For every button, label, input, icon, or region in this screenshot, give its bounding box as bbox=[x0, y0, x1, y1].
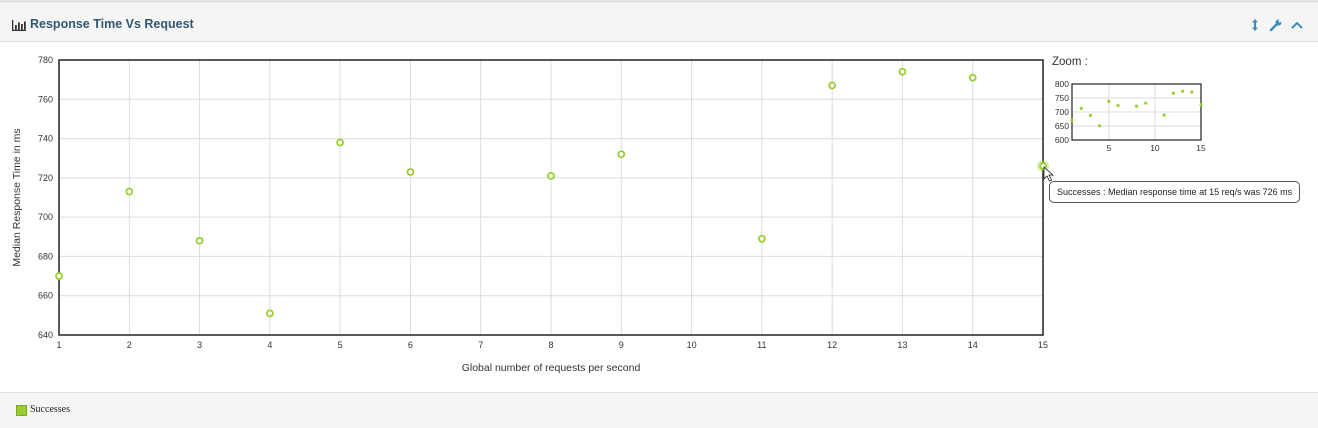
zoom-x-tick-label: 15 bbox=[1196, 143, 1206, 153]
y-tick-label: 780 bbox=[38, 55, 53, 65]
x-tick-label: 5 bbox=[338, 340, 343, 350]
data-point[interactable] bbox=[898, 67, 907, 76]
x-axis-label: Global number of requests per second bbox=[462, 362, 641, 374]
zoom-y-tick-label: 700 bbox=[1055, 107, 1069, 117]
zoom-data-point bbox=[1171, 91, 1175, 95]
y-tick-label: 660 bbox=[38, 291, 53, 301]
zoom-data-point bbox=[1134, 104, 1139, 108]
mouse-cursor-icon bbox=[1043, 166, 1055, 182]
x-tick-label: 7 bbox=[478, 340, 483, 350]
data-point[interactable] bbox=[617, 150, 626, 159]
data-point[interactable] bbox=[547, 171, 555, 180]
chart-area: 1 2 3 4 5 6 7 8 9 10 11 12 13 14 15 640 660 680 700 720 740 7… bbox=[0, 42, 1318, 392]
legend-label-successes[interactable]: Successes bbox=[30, 404, 70, 415]
data-point[interactable] bbox=[968, 73, 977, 82]
x-tick-label: 3 bbox=[197, 340, 202, 350]
x-tick-label: 13 bbox=[897, 340, 907, 350]
main-chart: 1 2 3 4 5 6 7 8 9 10 11 12 13 14 156406606807007207407… bbox=[11, 55, 1055, 374]
x-tick-label: 2 bbox=[127, 340, 132, 350]
legend-swatch-successes[interactable] bbox=[16, 405, 27, 416]
zoom-data-point bbox=[1190, 90, 1194, 94]
y-tick-label: 760 bbox=[38, 94, 53, 104]
zoom-data-point bbox=[1144, 101, 1148, 105]
x-tick-label: 8 bbox=[548, 340, 553, 350]
zoom-x-tick-label: 5 bbox=[1106, 143, 1111, 153]
y-tick-label: 640 bbox=[38, 330, 53, 340]
zoom-data-point bbox=[1199, 103, 1203, 107]
zoom-overview-chart[interactable]: 600 650 700 750 800 5 10 15 bbox=[1040, 76, 1220, 162]
x-tick-label: 12 bbox=[827, 340, 837, 350]
y-tick-label: 700 bbox=[38, 212, 53, 222]
bar-chart-icon bbox=[12, 20, 26, 31]
x-tick-label: 10 bbox=[687, 340, 697, 350]
y-tick-label: 720 bbox=[38, 173, 53, 183]
zoom-data-point bbox=[1070, 118, 1074, 122]
zoom-frame bbox=[1071, 83, 1202, 141]
zoom-data-point bbox=[1162, 113, 1166, 117]
legend-bar: Successes bbox=[0, 392, 1318, 428]
zoom-data-point bbox=[1098, 124, 1102, 128]
x-tick-label: 15 bbox=[1038, 340, 1048, 350]
data-point[interactable] bbox=[55, 272, 63, 280]
wrench-icon[interactable] bbox=[1268, 17, 1284, 33]
data-point[interactable] bbox=[336, 138, 345, 147]
data-point[interactable] bbox=[265, 309, 274, 318]
x-tick-label: 1 bbox=[56, 340, 61, 350]
x-tick-label: 6 bbox=[408, 340, 413, 350]
data-point[interactable] bbox=[195, 236, 204, 245]
data-point[interactable] bbox=[125, 187, 134, 196]
data-point[interactable] bbox=[828, 81, 837, 90]
y-axis-label: Median Response Time in ms bbox=[11, 128, 23, 266]
panel-title: Response Time Vs Request bbox=[30, 17, 194, 31]
y-tick-label: 680 bbox=[38, 251, 53, 261]
chevron-up-icon[interactable] bbox=[1289, 17, 1305, 33]
zoom-y-tick-label: 650 bbox=[1055, 121, 1069, 131]
zoom-data-point bbox=[1116, 103, 1120, 108]
zoom-data-point bbox=[1107, 99, 1111, 103]
zoom-y-tick-label: 800 bbox=[1055, 79, 1069, 89]
zoom-y-tick-label: 750 bbox=[1055, 93, 1069, 103]
x-tick-label: 4 bbox=[267, 340, 272, 350]
tooltip: Successes : Median response time at 15 r… bbox=[1049, 181, 1301, 203]
panel-header: Response Time Vs Request bbox=[0, 4, 1318, 42]
data-point[interactable] bbox=[757, 234, 766, 243]
zoom-data-point bbox=[1088, 113, 1093, 117]
x-tick-label: 14 bbox=[968, 340, 978, 350]
zoom-data-point bbox=[1079, 106, 1083, 110]
plot-frame bbox=[58, 59, 1044, 336]
zoom-x-tick-label: 10 bbox=[1150, 143, 1160, 153]
zoom-label: Zoom : bbox=[1052, 56, 1088, 68]
resize-vertical-icon[interactable] bbox=[1247, 17, 1263, 33]
data-point[interactable] bbox=[406, 168, 415, 176]
x-tick-label: 9 bbox=[619, 340, 624, 350]
y-tick-label: 740 bbox=[38, 134, 53, 144]
zoom-data-point bbox=[1180, 89, 1185, 93]
zoom-y-tick-label: 600 bbox=[1055, 135, 1069, 145]
x-tick-label: 11 bbox=[757, 340, 766, 350]
top-strip bbox=[0, 0, 1318, 3]
